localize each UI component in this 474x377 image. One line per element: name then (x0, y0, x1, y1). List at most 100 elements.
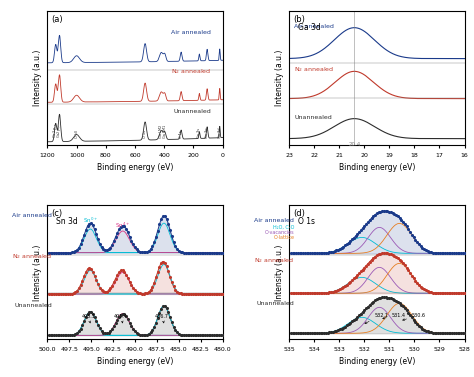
Point (155, 221, 163, 227)
Point (408, 314, 416, 320)
Point (361, 223, 368, 229)
Point (152, 274, 160, 280)
Point (366, 217, 374, 223)
Point (129, 241, 137, 247)
Point (376, 295, 384, 301)
Point (80, 319, 88, 325)
Point (54, 250, 62, 256)
Point (389, 210, 396, 216)
Point (417, 324, 424, 330)
Point (456, 330, 463, 336)
Point (380, 250, 388, 256)
Text: O-lattice: O-lattice (273, 235, 294, 240)
Point (128, 323, 135, 329)
Point (324, 329, 331, 336)
Point (311, 290, 319, 296)
Point (170, 323, 177, 329)
Point (398, 258, 405, 264)
Point (326, 290, 333, 296)
Point (315, 330, 323, 336)
Point (452, 290, 459, 296)
Point (375, 251, 383, 257)
Point (289, 290, 296, 296)
Point (398, 302, 405, 308)
Point (207, 291, 214, 297)
Text: 530.6: 530.6 (403, 313, 426, 320)
Point (368, 215, 375, 221)
Point (98, 287, 105, 293)
Point (85, 221, 93, 227)
Point (436, 290, 444, 296)
Point (291, 250, 298, 256)
Point (452, 330, 459, 336)
Point (378, 294, 386, 300)
Text: Air annealed: Air annealed (294, 24, 334, 29)
Point (133, 289, 140, 295)
Point (431, 290, 438, 296)
Point (64, 291, 72, 297)
Point (45, 333, 53, 339)
Point (329, 248, 337, 254)
Point (94, 281, 102, 287)
Point (366, 259, 374, 265)
Point (103, 247, 110, 253)
Point (50, 333, 58, 339)
Point (354, 314, 361, 320)
Point (443, 290, 451, 296)
Point (394, 213, 401, 219)
Point (49, 291, 56, 297)
Point (419, 245, 426, 251)
Point (77, 241, 84, 247)
Point (301, 330, 309, 336)
Point (450, 250, 458, 256)
Point (45, 250, 53, 256)
Point (294, 250, 301, 256)
Point (438, 250, 446, 256)
Point (461, 330, 468, 336)
Point (66, 332, 74, 338)
Point (448, 290, 456, 296)
Point (308, 250, 316, 256)
Point (87, 309, 95, 315)
Point (426, 249, 433, 255)
Point (424, 248, 431, 254)
Point (187, 291, 195, 297)
Point (403, 307, 410, 313)
Point (154, 228, 162, 234)
Point (324, 290, 331, 296)
Point (415, 323, 423, 329)
Point (299, 330, 307, 336)
Point (346, 238, 354, 244)
Point (212, 250, 219, 256)
Point (105, 287, 112, 293)
Point (348, 236, 356, 242)
Point (385, 209, 393, 215)
Point (343, 322, 351, 328)
Text: (d): (d) (293, 210, 305, 218)
Point (94, 236, 102, 242)
Point (149, 327, 156, 333)
Point (328, 289, 335, 295)
Point (396, 300, 403, 306)
Point (350, 317, 358, 323)
Point (361, 307, 368, 313)
Point (440, 250, 447, 256)
Text: Ga 3d: Ga 3d (218, 127, 222, 138)
Point (91, 226, 98, 232)
Point (387, 296, 395, 302)
Point (164, 221, 172, 227)
Point (410, 317, 418, 323)
Point (57, 291, 65, 297)
Point (200, 250, 207, 256)
Point (363, 305, 370, 311)
Point (110, 238, 118, 244)
Point (346, 279, 354, 285)
Point (124, 275, 132, 281)
Point (80, 232, 88, 238)
Point (301, 290, 309, 296)
Point (313, 330, 321, 336)
Point (89, 222, 97, 228)
Point (345, 240, 353, 246)
Point (215, 291, 223, 297)
Point (157, 260, 165, 266)
